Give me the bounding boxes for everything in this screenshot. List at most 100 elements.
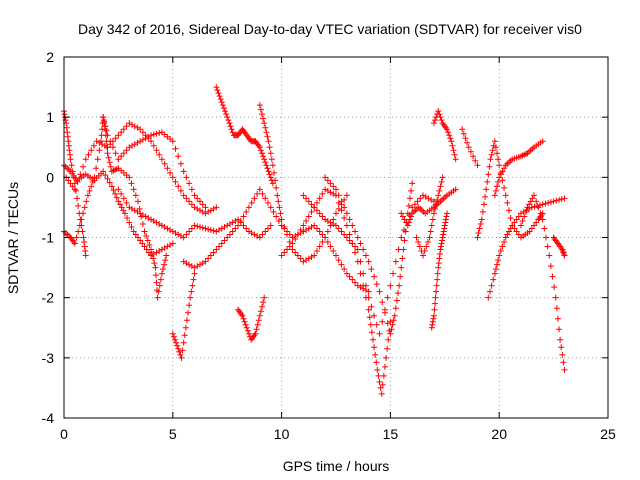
data-point <box>218 240 225 247</box>
data-point <box>113 194 120 201</box>
data-point <box>379 381 386 388</box>
x-tick-label: 0 <box>60 426 68 442</box>
data-point <box>175 153 182 160</box>
data-point <box>232 225 239 232</box>
data-point <box>524 204 531 211</box>
data-point <box>509 222 516 229</box>
data-point <box>182 324 189 331</box>
data-point <box>175 231 182 238</box>
data-point <box>405 219 412 226</box>
data-point <box>183 231 190 238</box>
series-arc-8 <box>180 186 372 295</box>
series-arc-24 <box>550 234 568 259</box>
data-point <box>343 234 350 241</box>
data-point <box>422 193 429 200</box>
data-point <box>174 342 181 349</box>
data-point <box>479 208 486 215</box>
y-tick-label: -2 <box>42 290 55 306</box>
data-point <box>333 222 339 229</box>
data-point <box>89 178 96 185</box>
series-arc-5 <box>100 114 209 211</box>
data-point <box>189 282 196 289</box>
data-point <box>433 282 440 289</box>
data-point <box>186 261 193 268</box>
data-point <box>276 204 283 211</box>
data-point <box>487 156 494 163</box>
data-point <box>489 147 496 154</box>
data-point <box>65 142 72 149</box>
data-point <box>186 180 193 187</box>
data-point <box>213 228 220 235</box>
y-tick-label: 1 <box>46 109 54 125</box>
data-point <box>74 195 81 202</box>
data-point <box>199 260 206 267</box>
data-point <box>495 178 502 185</box>
data-point <box>391 312 398 319</box>
data-point <box>390 270 397 277</box>
data-point <box>430 198 437 205</box>
data-point <box>218 225 225 232</box>
data-point <box>428 324 435 331</box>
data-point <box>377 384 384 391</box>
series-arc-16 <box>413 174 446 259</box>
data-point <box>144 237 151 244</box>
data-point <box>158 156 165 163</box>
data-point <box>404 222 411 229</box>
data-point <box>137 138 144 145</box>
data-point <box>66 147 73 154</box>
x-tick-label: 10 <box>274 426 290 442</box>
data-point <box>424 239 431 246</box>
data-point <box>430 120 437 127</box>
data-point <box>297 226 304 233</box>
data-point <box>102 123 109 130</box>
data-point <box>88 183 95 190</box>
data-point <box>88 147 95 154</box>
data-point <box>526 228 533 235</box>
data-point <box>432 300 439 307</box>
data-point <box>134 234 141 241</box>
data-point <box>360 270 367 277</box>
x-tick-label: 15 <box>383 426 399 442</box>
data-point <box>553 197 560 204</box>
data-point <box>82 252 89 259</box>
grid-lines <box>64 57 608 418</box>
data-point <box>130 186 137 193</box>
data-point <box>261 156 268 163</box>
series-arc-22 <box>491 138 546 199</box>
data-point <box>136 205 143 212</box>
data-point <box>188 225 195 232</box>
data-point <box>432 205 439 212</box>
data-point <box>179 347 186 354</box>
data-point <box>124 214 131 221</box>
data-point <box>205 226 212 233</box>
data-point <box>151 260 158 267</box>
data-point <box>338 198 345 205</box>
data-point <box>261 294 268 301</box>
data-point <box>430 210 437 217</box>
data-point <box>338 228 345 235</box>
data-point <box>385 336 392 343</box>
data-point <box>71 240 78 247</box>
data-point <box>367 321 374 328</box>
data-point <box>243 324 250 331</box>
data-point <box>398 210 405 217</box>
data-point <box>93 165 100 172</box>
data-point <box>534 202 541 209</box>
data-point <box>263 129 270 136</box>
data-point <box>115 198 122 205</box>
data-point <box>346 237 353 244</box>
data-point <box>118 204 125 211</box>
series-arc-10 <box>235 294 268 343</box>
x-axis-label: GPS time / hours <box>283 458 390 474</box>
data-point <box>335 205 342 212</box>
data-point <box>437 243 444 250</box>
data-point <box>374 366 381 373</box>
data-point <box>257 308 264 315</box>
data-point <box>492 144 499 151</box>
data-point <box>305 225 312 232</box>
data-point <box>502 192 509 199</box>
data-point <box>449 142 456 149</box>
data-point <box>103 127 110 134</box>
data-point <box>162 257 169 264</box>
data-point <box>482 193 489 200</box>
